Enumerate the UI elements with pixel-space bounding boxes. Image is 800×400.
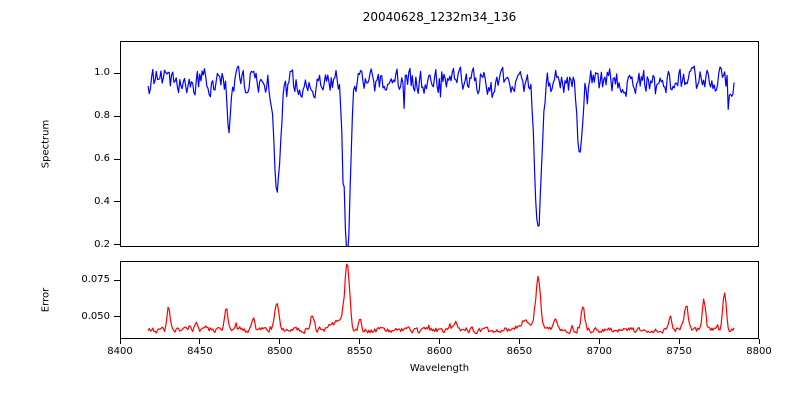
spectrum-y-tick-mark [114,201,120,203]
x-tick-mark [439,339,440,344]
x-tick-label: 8800 [746,346,772,357]
x-tick-mark [359,339,361,344]
error-panel [120,261,759,339]
error-y-tick-mark [114,316,120,318]
x-tick-label: 8450 [187,346,213,357]
x-tick-label: 8550 [346,346,373,357]
spectrum-y-tick-label: 1.0 [94,67,110,79]
x-tick-label: 8700 [586,346,613,357]
x-tick-label: 8500 [267,346,293,357]
error-y-tick-label: 0.050 [81,310,110,322]
error-polyline [147,263,735,335]
x-axis-label: Wavelength [409,363,470,374]
spectrum-y-tick-label: 0.6 [94,153,110,164]
x-tick-mark [598,339,600,344]
x-tick-mark [518,339,520,344]
x-tick-mark [199,339,201,344]
error-y-tick-mark [114,279,120,281]
spectrum-y-tick-mark [114,115,120,117]
x-tick-mark [279,339,281,344]
x-tick-label: 8650 [506,346,533,357]
x-tick-mark [119,339,121,344]
x-tick-label: 8400 [107,346,133,357]
spectrum-y-tick-label: 0.4 [94,195,110,207]
spectrum-y-tick-label: 0.8 [94,110,110,122]
x-tick-mark [758,339,760,344]
x-tick-mark [678,339,680,344]
error-y-tick-label: 0.075 [81,274,110,286]
x-tick-label: 8750 [666,346,692,357]
spectrum-panel [120,41,759,247]
x-tick-label: 8600 [426,346,453,357]
spectrum-y-tick-label: 0.2 [94,238,110,250]
error-y-axis-label: Error [40,287,52,313]
spectrum-y-tick-mark [114,158,120,160]
spectrum-y-tick-mark [114,72,120,74]
spectrum-y-tick-mark [114,244,120,246]
chart-title: 20040628_1232m34_136 [362,10,517,24]
spectrum-polyline [147,65,735,246]
